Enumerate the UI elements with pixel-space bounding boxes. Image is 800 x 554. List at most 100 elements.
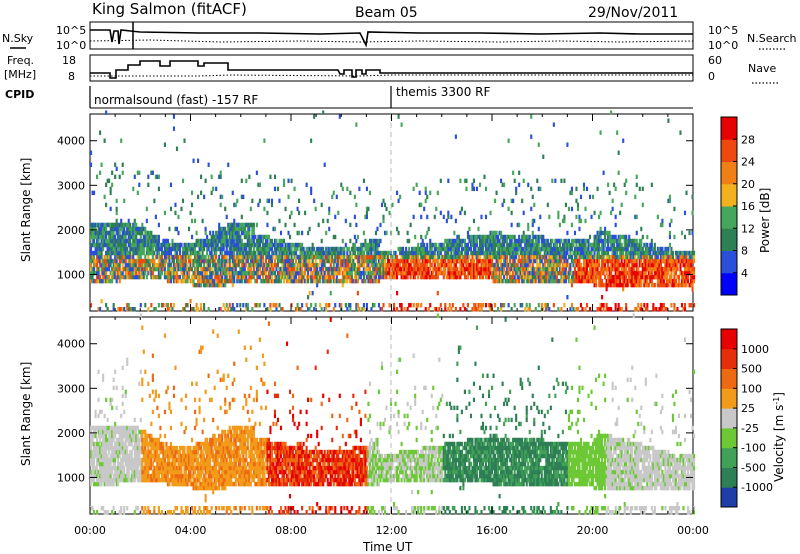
- heatmap-cell: [616, 258, 619, 264]
- heatmap-cell: [263, 234, 266, 240]
- heatmap-cell: [567, 262, 570, 268]
- heatmap-cell: [350, 270, 353, 276]
- heatmap-cell: [133, 274, 136, 280]
- heatmap-cell: [207, 258, 210, 264]
- heatmap-cell: [617, 254, 620, 260]
- heatmap-cell: [153, 242, 156, 248]
- heatmap-cell: [106, 437, 109, 443]
- heatmap-cell: [356, 254, 359, 260]
- heatmap-cell: [231, 258, 234, 264]
- heatmap-cell: [513, 254, 516, 260]
- heatmap-cell: [522, 250, 525, 256]
- heatmap-cell: [109, 242, 112, 248]
- heatmap-cell: [426, 250, 429, 256]
- heatmap-cell: [596, 266, 599, 272]
- heatmap-cell: [611, 282, 614, 288]
- heatmap-cell: [599, 230, 602, 236]
- heatmap-cell: [474, 254, 477, 260]
- heatmap-cell: [269, 254, 272, 260]
- heatmap-cell: [659, 278, 662, 284]
- heatmap-cell: [260, 258, 263, 264]
- heatmap-cell: [213, 274, 216, 280]
- heatmap-cell: [650, 258, 653, 264]
- heatmap-cell: [168, 258, 171, 264]
- heatmap-cell: [650, 242, 653, 248]
- heatmap-cell: [100, 481, 103, 487]
- heatmap-cell: [240, 254, 243, 260]
- heatmap-cell: [215, 270, 218, 276]
- heatmap-cell: [426, 258, 429, 264]
- heatmap-cell: [599, 274, 602, 280]
- heatmap-cell: [459, 306, 462, 312]
- heatmap-cell: [421, 258, 424, 264]
- heatmap-cell: [97, 226, 100, 232]
- heatmap-cell: [641, 246, 644, 252]
- heatmap-cell: [145, 246, 148, 252]
- heatmap-cell: [635, 246, 638, 252]
- heatmap-cell: [447, 270, 450, 276]
- heatmap-cell: [114, 477, 117, 483]
- heatmap-cell: [325, 230, 328, 236]
- heatmap-cell: [228, 226, 231, 232]
- heatmap-cell: [640, 270, 643, 276]
- heatmap-cell: [659, 266, 662, 272]
- heatmap-cell: [311, 250, 314, 256]
- heatmap-cell: [218, 258, 221, 264]
- heatmap-cell: [367, 274, 370, 280]
- heatmap-cell: [313, 198, 316, 204]
- heatmap-cell: [141, 274, 144, 280]
- heatmap-cell: [133, 230, 136, 236]
- heatmap-cell: [287, 266, 290, 272]
- heatmap-cell: [637, 274, 640, 280]
- heatmap-cell: [402, 246, 405, 252]
- heatmap-cell: [513, 238, 516, 244]
- heatmap-cell: [453, 246, 456, 252]
- heatmap-cell: [528, 254, 531, 260]
- heatmap-cell: [215, 242, 218, 248]
- heatmap-cell: [111, 182, 114, 188]
- heatmap-cell: [557, 238, 560, 244]
- heatmap-cell: [219, 250, 222, 256]
- heatmap-cell: [457, 258, 460, 264]
- heatmap-cell: [96, 250, 99, 256]
- heatmap-cell: [643, 282, 646, 288]
- heatmap-cell: [323, 270, 326, 276]
- heatmap-cell: [403, 270, 406, 276]
- heatmap-cell: [129, 246, 132, 252]
- heatmap-cell: [109, 258, 112, 264]
- heatmap-cell: [272, 302, 275, 308]
- heatmap-cell: [273, 246, 277, 252]
- heatmap-cell: [225, 214, 228, 220]
- power-ylabel: Slant Range [km]: [19, 158, 33, 262]
- heatmap-cell: [218, 262, 221, 268]
- heatmap-cell: [174, 210, 177, 216]
- heatmap-cell: [414, 246, 417, 252]
- heatmap-cell: [347, 262, 350, 268]
- heatmap-cell: [213, 242, 216, 248]
- heatmap-cell: [373, 270, 376, 276]
- heatmap-cell: [537, 270, 540, 276]
- heatmap-cell: [358, 186, 361, 192]
- heatmap-cell: [245, 250, 248, 256]
- heatmap-cell: [570, 238, 573, 244]
- heatmap-cell: [293, 246, 296, 252]
- heatmap-cell: [233, 270, 236, 276]
- heatmap-cell: [634, 278, 637, 284]
- heatmap-cell: [435, 270, 438, 276]
- heatmap-cell: [573, 230, 577, 236]
- heatmap-cell: [93, 449, 96, 455]
- heatmap-cell: [418, 270, 421, 276]
- heatmap-cell: [682, 278, 685, 284]
- heatmap-cell: [554, 178, 557, 184]
- heatmap-cell: [273, 302, 277, 308]
- heatmap-cell: [409, 262, 412, 268]
- heatmap-cell: [373, 238, 376, 244]
- heatmap-cell: [135, 230, 138, 236]
- heatmap-cell: [646, 266, 649, 272]
- heatmap-cell: [545, 238, 548, 244]
- heatmap-cell: [240, 226, 243, 232]
- heatmap-cell: [377, 302, 381, 308]
- heatmap-cell: [332, 306, 335, 312]
- heatmap-cell: [163, 246, 166, 252]
- heatmap-cell: [545, 254, 548, 260]
